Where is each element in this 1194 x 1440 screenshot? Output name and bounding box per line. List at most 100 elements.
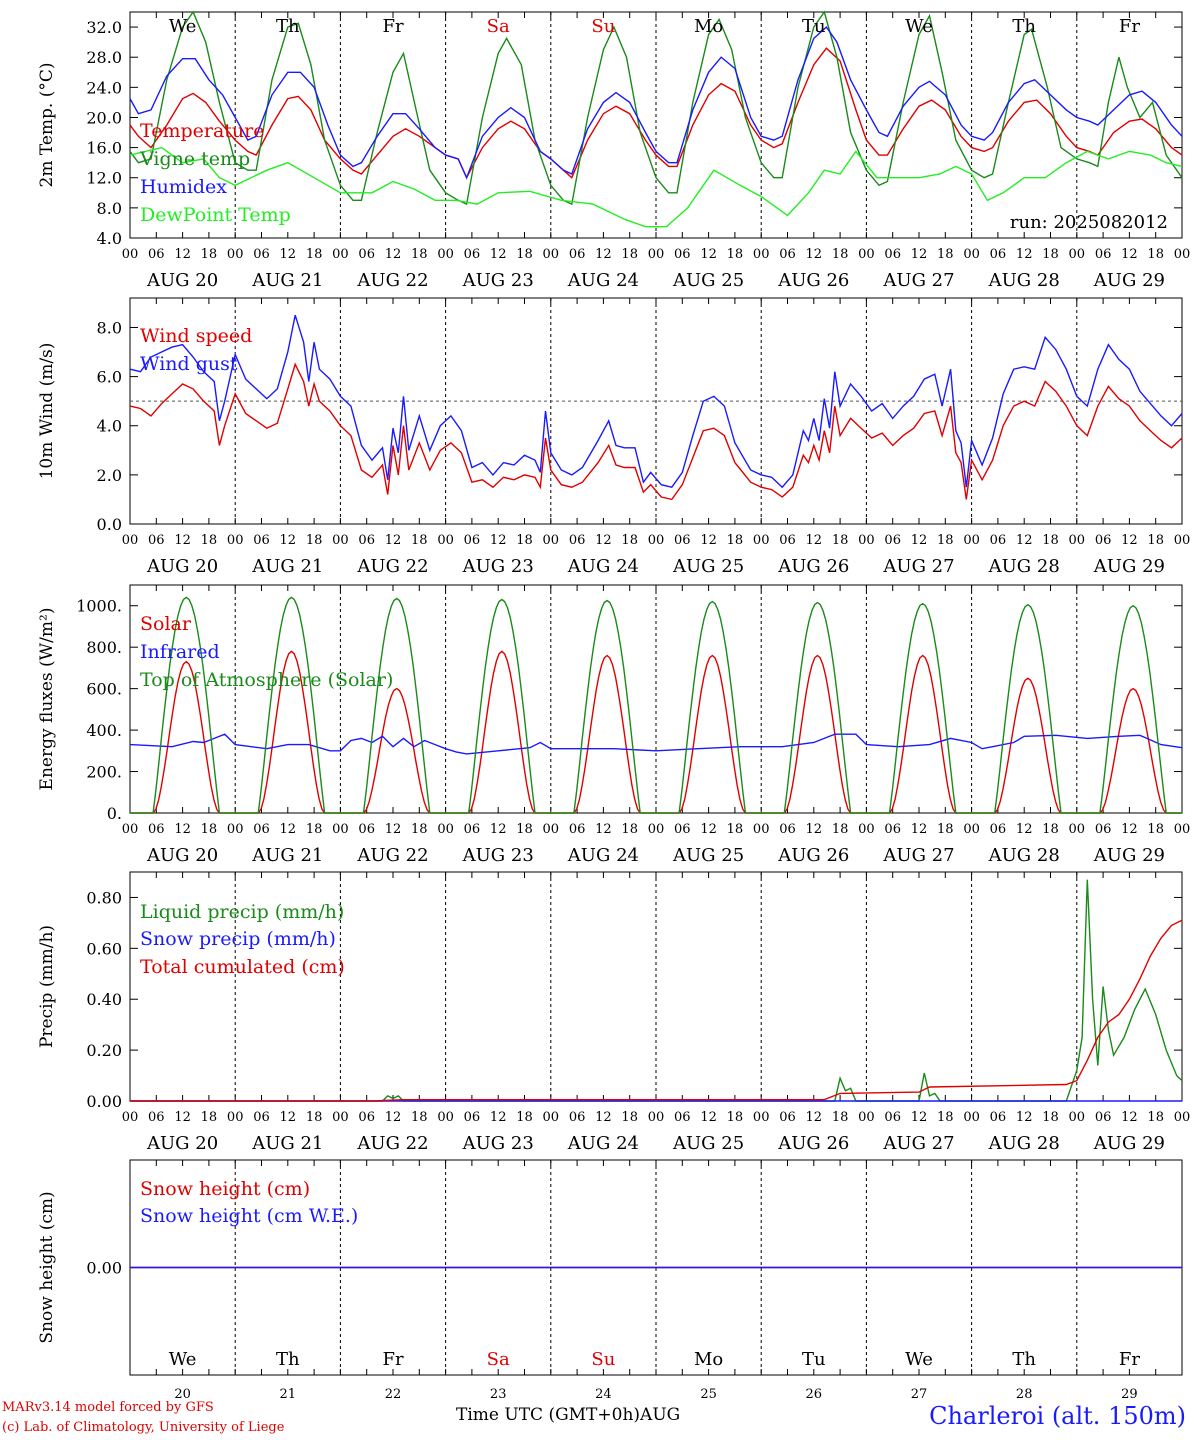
day-number-label: 26	[806, 1387, 823, 1402]
hour-label: 06	[779, 533, 796, 548]
legend-entry: Solar	[140, 613, 192, 635]
hour-label: 18	[937, 247, 954, 262]
weekday-label-bottom: Su	[591, 1349, 615, 1370]
y-tick-label: 1000.	[76, 597, 122, 616]
hour-label: 12	[174, 1110, 191, 1125]
model-credit: MARv3.14 model forced by GFS	[2, 1400, 214, 1415]
hour-label: 18	[516, 1110, 533, 1125]
hour-label: 12	[806, 1110, 823, 1125]
hour-label: 06	[1095, 822, 1112, 837]
hour-label: 06	[884, 1110, 901, 1125]
date-label: AUG 25	[672, 845, 744, 866]
y-axis-label: Snow height (cm)	[37, 1191, 57, 1343]
date-label: AUG 28	[988, 270, 1060, 291]
y-tick-label: 800.	[86, 638, 122, 657]
hour-label: 06	[358, 822, 375, 837]
hour-label: 06	[674, 533, 691, 548]
date-label: AUG 21	[251, 845, 323, 866]
hour-label: 18	[201, 822, 218, 837]
hour-label: 12	[1016, 533, 1033, 548]
hour-label: 06	[148, 533, 165, 548]
hour-label: 00	[1069, 247, 1086, 262]
legend-entry: Wind speed	[140, 325, 252, 347]
series-line-dewpoint-temp	[129, 146, 1183, 228]
legend-entry: Liquid precip (mm/h)	[140, 901, 344, 923]
hour-label: 06	[779, 1110, 796, 1125]
hour-label: 06	[569, 533, 586, 548]
hour-label: 18	[516, 822, 533, 837]
hour-label: 00	[858, 533, 875, 548]
hour-label: 18	[306, 822, 323, 837]
hour-label: 18	[1042, 533, 1059, 548]
date-label: AUG 26	[777, 556, 849, 577]
date-label: AUG 25	[672, 1133, 744, 1154]
series-line-wind-speed	[129, 362, 1183, 501]
x-axis-title: Time UTC (GMT+0h)AUG	[456, 1405, 681, 1425]
date-label: AUG 29	[1093, 556, 1165, 577]
date-label: AUG 24	[567, 270, 639, 291]
hour-label: 06	[1095, 247, 1112, 262]
weekday-label-top: Fr	[382, 16, 403, 37]
date-label: AUG 28	[988, 556, 1060, 577]
hour-label: 18	[1147, 247, 1164, 262]
hour-label: 06	[884, 533, 901, 548]
hour-label: 00	[753, 247, 770, 262]
hour-label: 00	[122, 822, 139, 837]
date-label: AUG 22	[356, 270, 428, 291]
hour-label: 18	[411, 247, 428, 262]
date-label: AUG 21	[251, 1133, 323, 1154]
date-label: AUG 28	[988, 845, 1060, 866]
hour-label: 06	[884, 247, 901, 262]
date-label: AUG 24	[567, 556, 639, 577]
y-tick-label: 28.0	[86, 48, 122, 67]
hour-label: 18	[621, 247, 638, 262]
date-label: AUG 26	[777, 270, 849, 291]
hour-label: 00	[1069, 533, 1086, 548]
hour-label: 18	[727, 822, 744, 837]
y-tick-label: 4.0	[97, 417, 122, 436]
hour-label: 00	[543, 822, 560, 837]
hour-label: 12	[174, 247, 191, 262]
series-line-wind-gust	[129, 314, 1183, 489]
hour-label: 06	[884, 822, 901, 837]
hour-label: 00	[753, 533, 770, 548]
hour-label: 12	[1016, 1110, 1033, 1125]
hour-label: 00	[1174, 247, 1191, 262]
hour-label: 18	[306, 533, 323, 548]
y-tick-label: 8.0	[97, 199, 122, 218]
y-tick-label: 400.	[86, 721, 122, 740]
hour-label: 12	[911, 533, 928, 548]
hour-label: 12	[280, 822, 297, 837]
hour-label: 18	[937, 1110, 954, 1125]
hour-label: 00	[858, 247, 875, 262]
hour-label: 12	[911, 822, 928, 837]
hour-label: 18	[201, 1110, 218, 1125]
hour-label: 18	[832, 247, 849, 262]
hour-label: 18	[516, 247, 533, 262]
hour-label: 12	[806, 533, 823, 548]
hour-label: 12	[1121, 247, 1138, 262]
hour-label: 00	[858, 1110, 875, 1125]
hour-label: 12	[595, 247, 612, 262]
day-number-label: 20	[174, 1387, 191, 1402]
hour-label: 00	[332, 822, 349, 837]
date-label: AUG 25	[672, 270, 744, 291]
weekday-label-bottom: Fr	[382, 1349, 403, 1370]
date-label: AUG 27	[882, 556, 954, 577]
weekday-label-top: Su	[591, 16, 615, 37]
hour-label: 00	[963, 822, 980, 837]
hour-label: 12	[700, 247, 717, 262]
y-tick-label: 0.00	[86, 1259, 122, 1278]
weekday-label-bottom: Sa	[487, 1349, 510, 1370]
hour-label: 18	[621, 822, 638, 837]
date-label: AUG 22	[356, 1133, 428, 1154]
hour-label: 12	[385, 822, 402, 837]
day-number-label: 24	[595, 1387, 612, 1402]
hour-label: 12	[806, 822, 823, 837]
day-number-label: 27	[911, 1387, 928, 1402]
series-line-temperature	[129, 47, 1183, 180]
weekday-label-top: Sa	[487, 16, 510, 37]
legend-entry: Snow height (cm W.E.)	[140, 1205, 358, 1227]
weekday-label-top: Th	[276, 16, 300, 37]
weekday-label-bottom: Tu	[802, 1349, 826, 1370]
